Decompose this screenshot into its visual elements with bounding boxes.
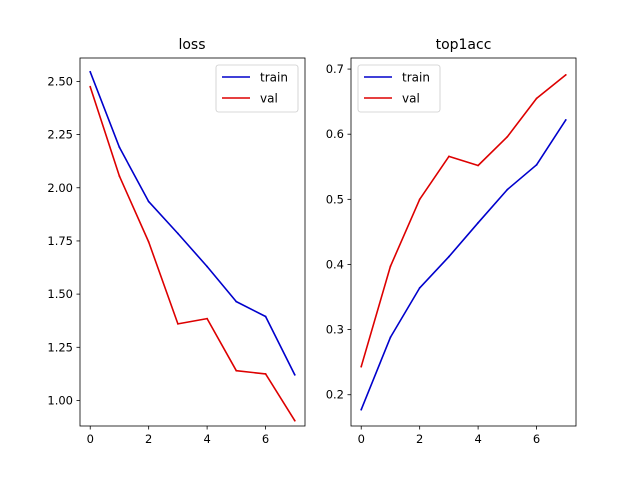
top1acc-val-point <box>418 198 421 201</box>
loss-y-tick-label: 1.75 <box>47 234 73 248</box>
top1acc-train-point <box>360 408 363 411</box>
loss-train-point <box>264 315 267 318</box>
top1acc-train-point <box>564 119 567 121</box>
top1acc-val-point <box>360 365 363 368</box>
loss-val-point <box>118 175 121 178</box>
loss-chart-series-layer <box>89 70 296 422</box>
top1acc-y-tick-label: 0.7 <box>326 62 344 76</box>
top1acc-train-point <box>477 221 479 224</box>
top1acc-chart: top1acc 0 2 4 6 0.2 0.3 0.4 0.5 0.6 0.7 train val <box>326 37 577 446</box>
top1acc-legend-label-train: train <box>402 71 430 85</box>
top1acc-series-val-line <box>360 74 567 367</box>
loss-train-point <box>235 300 238 303</box>
loss-x-tick-label: 2 <box>145 432 152 446</box>
loss-chart: loss 0 2 4 6 1.00 1.25 1.50 1.75 2.00 2.25 2.50 tr… <box>47 37 306 446</box>
top1acc-train-point <box>389 336 392 339</box>
top1acc-y-tick-label: 0.4 <box>326 257 344 271</box>
top1acc-y-tick-label: 0.2 <box>326 388 344 402</box>
top1acc-train-point <box>506 188 509 191</box>
top1acc-x-tick-label: 6 <box>533 432 540 446</box>
top1acc-legend-label-val: val <box>402 92 420 106</box>
loss-series-train-line <box>89 71 296 376</box>
loss-y-tick-label: 1.25 <box>47 340 73 354</box>
loss-train-point <box>293 374 296 376</box>
top1acc-val-point <box>535 97 538 100</box>
top1acc-train-point <box>448 255 450 258</box>
top1acc-y-tick-label: 0.5 <box>326 192 344 206</box>
loss-val-point <box>235 369 238 372</box>
top1acc-val-point <box>564 74 567 76</box>
loss-val-point <box>147 241 150 243</box>
top1acc-chart-series-layer <box>360 74 567 411</box>
loss-val-point <box>89 85 92 88</box>
loss-val-point <box>264 373 267 375</box>
loss-y-tick-label: 2.25 <box>47 128 73 142</box>
top1acc-val-point <box>448 155 450 158</box>
top1acc-train-point <box>418 287 421 289</box>
loss-val-point <box>177 323 179 325</box>
loss-train-point <box>206 265 209 268</box>
loss-val-point <box>293 419 296 422</box>
top1acc-chart-legend: train val <box>357 64 441 113</box>
loss-y-tick-label: 2.00 <box>47 181 73 195</box>
top1acc-axes-frame <box>350 57 577 427</box>
loss-chart-title: loss <box>178 37 205 53</box>
top1acc-series-train-line <box>360 119 567 410</box>
loss-val-point <box>206 317 209 320</box>
loss-y-tick-label: 1.50 <box>47 287 73 301</box>
top1acc-val-point <box>477 164 479 167</box>
loss-train-point <box>147 200 150 203</box>
loss-axes-frame <box>79 57 306 427</box>
loss-x-tick-label: 6 <box>262 432 269 446</box>
top1acc-y-tick-label: 0.3 <box>326 323 344 337</box>
loss-chart-axes: 0 2 4 6 1.00 1.25 1.50 1.75 2.00 2.25 2.50 <box>47 57 306 446</box>
loss-legend-label-val: val <box>260 92 278 106</box>
loss-x-tick-label: 4 <box>203 432 210 446</box>
loss-y-tick-label: 1.00 <box>47 393 73 407</box>
loss-legend-label-train: train <box>260 71 288 85</box>
top1acc-val-point <box>506 135 509 138</box>
top1acc-train-point <box>535 163 538 166</box>
top1acc-y-tick-label: 0.6 <box>326 127 344 141</box>
top1acc-x-tick-label: 2 <box>416 432 423 446</box>
loss-train-point <box>118 146 121 149</box>
loss-x-tick-label: 0 <box>87 432 94 446</box>
top1acc-x-tick-label: 4 <box>474 432 481 446</box>
top1acc-x-tick-label: 0 <box>358 432 365 446</box>
top1acc-val-point <box>389 265 392 268</box>
top1acc-chart-axes: 0 2 4 6 0.2 0.3 0.4 0.5 0.6 0.7 <box>326 57 577 446</box>
loss-train-point <box>89 70 92 73</box>
loss-train-point <box>177 232 179 235</box>
loss-chart-legend: train val <box>215 64 299 113</box>
loss-series-val-line <box>89 86 296 422</box>
loss-y-tick-label: 2.50 <box>47 74 73 88</box>
top1acc-chart-title: top1acc <box>436 37 492 53</box>
